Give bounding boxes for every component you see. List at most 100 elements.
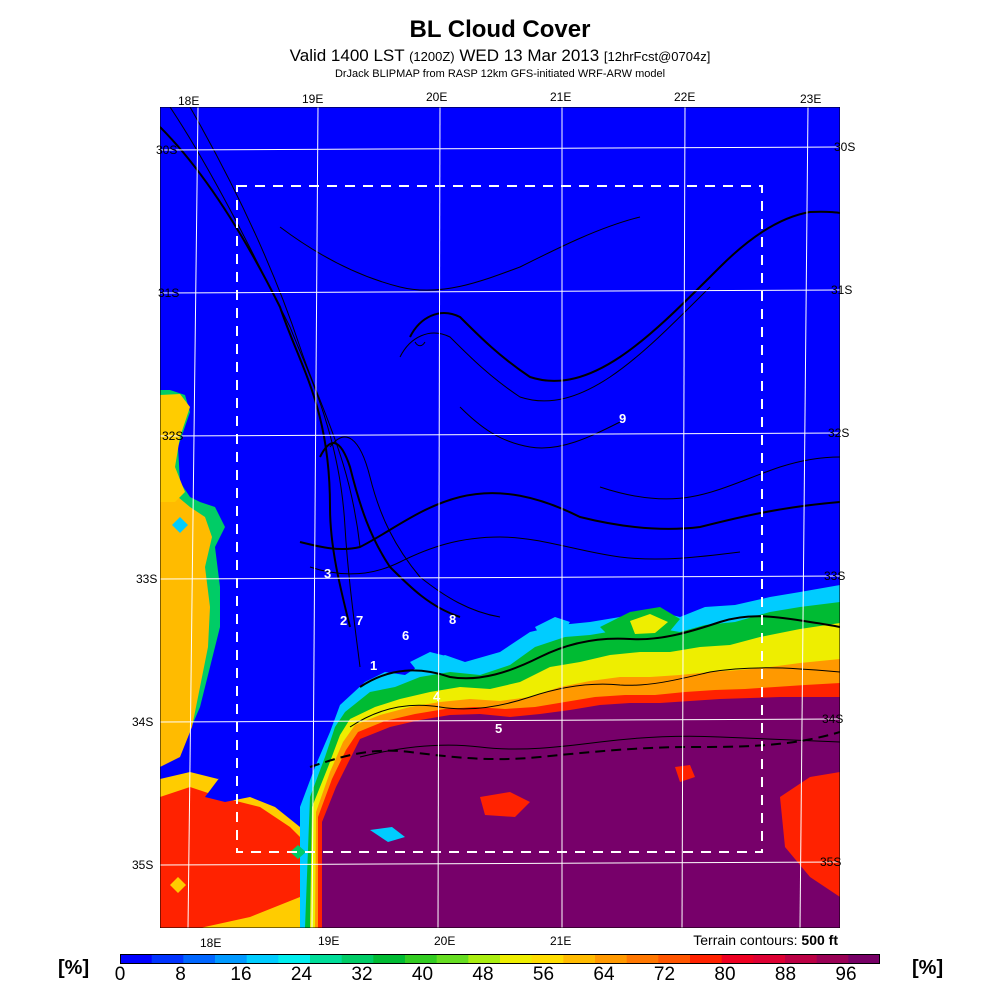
colorbar-swatch: [151, 954, 184, 964]
parallel-30s: [160, 146, 840, 151]
coastal-cloud-patch-cyan-2: [410, 652, 450, 672]
colorbar-swatch: [626, 954, 659, 964]
south-red-patch: [480, 792, 530, 817]
terrain-contours: [160, 107, 840, 768]
colorbar-unit-left: [%]: [58, 957, 90, 979]
lat-left-32s: 32S: [162, 429, 184, 443]
parallel-35s: [160, 861, 840, 866]
site-marker-5: 5: [495, 721, 502, 736]
colorbar-tick-label: 88: [774, 964, 797, 985]
valid-prefix: Valid 1400 LST: [289, 46, 405, 65]
lat-left-31s: 31S: [158, 286, 180, 300]
lat-right-34s: 34S: [822, 712, 844, 726]
colorbar-swatch: [563, 954, 596, 964]
colorbar-swatch: [848, 954, 880, 964]
meridian-23e: [799, 107, 809, 928]
valid-date: WED 13 Mar 2013: [459, 46, 600, 65]
coastal-cloud-patch-yellow: [630, 614, 668, 634]
lon-bottom-19e: 19E: [318, 934, 340, 948]
terrain-label: Terrain contours:: [693, 932, 798, 948]
parallel-33s: [160, 575, 840, 580]
colorbar-swatch: [373, 954, 406, 964]
colorbar-swatch: [531, 954, 564, 964]
lat-right-33s: 33S: [824, 569, 846, 583]
coastal-cloud-patch-cyan: [535, 617, 570, 639]
colorbar-swatch: [816, 954, 849, 964]
meridian-20e: [437, 107, 441, 928]
colorbar-tick-label: 32: [351, 964, 373, 985]
colorbar-tick-label: 40: [411, 964, 434, 985]
lon-top-23e: 23E: [800, 92, 822, 106]
colorbar-swatch: [405, 954, 438, 964]
lon-bottom-21e: 21E: [550, 934, 572, 948]
colorbar-swatch: [500, 954, 533, 964]
colorbar-tick-label: 24: [290, 964, 313, 985]
parallel-32s: [160, 432, 840, 437]
meridian-22e: [681, 107, 686, 928]
coast-hole-cyan: [370, 827, 405, 842]
terrain-value: 500 ft: [801, 932, 838, 948]
lat-left-34s: 34S: [132, 715, 154, 729]
parallel-31s: [160, 289, 840, 294]
colorbar: [120, 954, 880, 964]
meridian-18e: [187, 107, 199, 928]
site-marker-2: 2: [340, 613, 347, 628]
lon-top-18e: 18E: [178, 94, 200, 108]
lat-right-30s: 30S: [834, 140, 856, 154]
colorbar-tick-label: 96: [835, 964, 857, 985]
parallel-34s: [160, 718, 840, 723]
colorbar-swatch: [721, 954, 754, 964]
lat-right-35s: 35S: [820, 855, 842, 869]
isolated-cloud-yellow: [170, 877, 186, 893]
colorbar-swatch: [120, 954, 153, 964]
lon-top-22e: 22E: [674, 90, 696, 104]
colorbar-tick-label: 72: [653, 964, 676, 985]
colorbar-tick-label: 16: [230, 964, 252, 985]
colorbar-swatch: [310, 954, 343, 964]
lat-left-30s: 30S: [156, 143, 178, 157]
lon-bottom-18e: 18E: [200, 936, 222, 950]
terrain-contour-note: Terrain contours: 500 ft: [693, 932, 838, 948]
colorbar-swatch: [595, 954, 628, 964]
isolated-cloud-cyan: [172, 517, 188, 533]
west-cloud-band-red: [160, 787, 340, 928]
meridian-19e: [311, 107, 319, 928]
colorbar-swatch: [246, 954, 279, 964]
colorbar-tick-label: 0: [114, 964, 126, 985]
site-marker-8: 8: [449, 612, 456, 627]
lon-top-21e: 21E: [550, 90, 572, 104]
site-marker-7: 7: [356, 613, 363, 628]
west-coast-clear-pocket: [205, 747, 395, 847]
lat-right-31s: 31S: [831, 283, 853, 297]
valid-time: Valid 1400 LST (1200Z) WED 13 Mar 2013 […: [0, 46, 1000, 66]
colorbar-swatch: [690, 954, 723, 964]
colorbar-swatch: [341, 954, 374, 964]
lon-bottom-20e: 20E: [434, 934, 456, 948]
colorbar-tick-label: 56: [532, 964, 555, 985]
site-marker-1: 1: [370, 658, 377, 673]
overcast-core: [322, 697, 840, 928]
southeast-red-patch: [780, 772, 840, 897]
lon-top-19e: 19E: [302, 92, 324, 106]
site-marker-4: 4: [433, 689, 441, 704]
cloud-cover-map: 1 2 3 4 5 6 7 8 9: [160, 107, 840, 928]
site-marker-3: 3: [324, 566, 331, 581]
site-markers: 1 2 3 4 5 6 7 8 9: [324, 411, 626, 736]
forecast-time: [12hrFcst@0704z]: [603, 49, 711, 64]
northwest-cloud-patch: [160, 394, 190, 502]
site-marker-9: 9: [619, 411, 626, 426]
colorbar-frame: [120, 954, 880, 964]
lat-right-32s: 32S: [828, 426, 850, 440]
colorbar-swatch: [436, 954, 469, 964]
colorbar-unit-right: [%]: [912, 957, 944, 979]
lat-left-33s: 33S: [136, 572, 158, 586]
colorbar-swatch: [278, 954, 311, 964]
lat-lon-grid: [160, 107, 840, 928]
colorbar-swatch: [658, 954, 691, 964]
colorbar-swatch: [183, 954, 216, 964]
colorbar-tick-label: 8: [175, 964, 186, 985]
lat-left-35s: 35S: [132, 858, 154, 872]
colorbar-swatch: [215, 954, 248, 964]
lon-top-20e: 20E: [426, 90, 448, 104]
utc-time: (1200Z): [409, 49, 455, 64]
